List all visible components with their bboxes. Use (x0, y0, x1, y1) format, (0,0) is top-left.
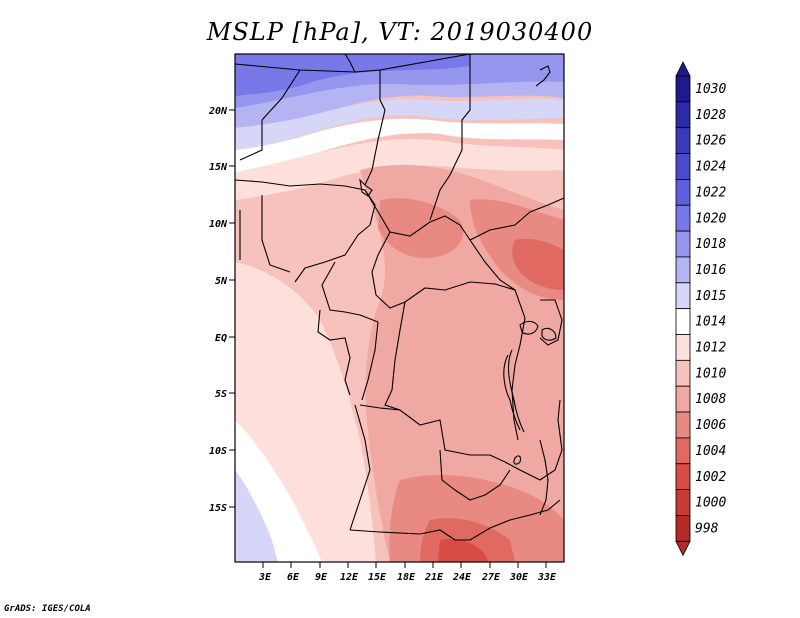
lon-label: 12E (340, 572, 359, 583)
lon-label: 30E (509, 572, 529, 583)
colorbar-label: 1000 (695, 496, 726, 511)
credit-text: GrADS: IGES/COLA (4, 604, 91, 614)
colorbar-swatch (675, 411, 691, 439)
colorbar-label: 1024 (695, 160, 726, 175)
colorbar-label: 1016 (695, 263, 726, 278)
lat-label: EQ (215, 333, 227, 344)
lon-label: 21E (424, 572, 444, 583)
colorbar-swatch (675, 178, 691, 206)
colorbar: 1030 1028 1026 1024 1022 1020 1018 1016 1015 1014… (675, 61, 726, 557)
colorbar-label: 1026 (695, 134, 726, 149)
lon-label: 24E (452, 572, 472, 583)
colorbar-swatch (675, 153, 691, 180)
colorbar-label: 1002 (695, 470, 726, 485)
colorbar-swatch (675, 359, 691, 387)
colorbar-label: 1014 (695, 315, 726, 330)
colorbar-bottom-arrow (675, 540, 691, 557)
colorbar-swatch (675, 385, 691, 413)
colorbar-swatch (675, 256, 691, 284)
colorbar-swatch (675, 75, 691, 103)
colorbar-swatch (675, 101, 691, 129)
colorbar-top-arrow (675, 61, 691, 77)
lat-label: 20N (208, 106, 228, 117)
lon-label: 15E (368, 572, 387, 583)
lon-label: 27E (481, 572, 501, 583)
colorbar-swatch (675, 204, 691, 232)
lon-label: 33E (537, 572, 557, 583)
lat-label: 5S (215, 389, 227, 400)
colorbar-swatch (675, 334, 691, 361)
map-title: MSLP [hPa], VT: 2019030400 (206, 18, 594, 46)
lon-axis (262, 562, 547, 568)
colorbar-swatch (675, 463, 691, 491)
colorbar-label: 1022 (695, 185, 726, 200)
lon-label: 9E (315, 572, 328, 583)
lon-label: 6E (287, 572, 300, 583)
colorbar-label: 1004 (695, 444, 726, 459)
lat-label: 10N (209, 219, 228, 230)
colorbar-swatch (675, 515, 691, 542)
colorbar-swatch (675, 282, 691, 310)
lon-labels: 3E 6E 9E 12E 15E 18E 21E 24E 27E 30E 33E (258, 572, 557, 583)
pressure-field (235, 54, 564, 562)
lon-label: 18E (397, 572, 416, 583)
colorbar-swatch (675, 437, 691, 465)
lat-axis (229, 109, 235, 508)
colorbar-label: 1020 (695, 211, 726, 226)
lat-label: 15N (209, 162, 228, 173)
lat-label: 15S (209, 503, 227, 514)
colorbar-swatch (675, 127, 691, 154)
colorbar-label: 1010 (695, 366, 726, 381)
colorbar-label: 1015 (695, 289, 726, 304)
lat-label: 5N (215, 276, 228, 287)
map-frame (234, 53, 565, 563)
lon-label: 3E (258, 572, 272, 583)
lat-label: 10S (209, 446, 227, 457)
colorbar-label: 1028 (695, 108, 726, 123)
colorbar-swatch (675, 230, 691, 258)
colorbar-label: 1018 (695, 237, 726, 252)
colorbar-label: 1030 (695, 82, 726, 97)
colorbar-label: 1006 (695, 418, 726, 433)
country-borders (235, 54, 564, 541)
colorbar-label: 1008 (695, 392, 726, 407)
colorbar-swatch (675, 489, 691, 516)
colorbar-label: 1012 (695, 341, 726, 356)
colorbar-label: 998 (695, 521, 719, 536)
lat-labels: 20N 15N 10N 5N EQ 5S 10S 15S (208, 106, 228, 514)
colorbar-swatch (675, 308, 691, 335)
